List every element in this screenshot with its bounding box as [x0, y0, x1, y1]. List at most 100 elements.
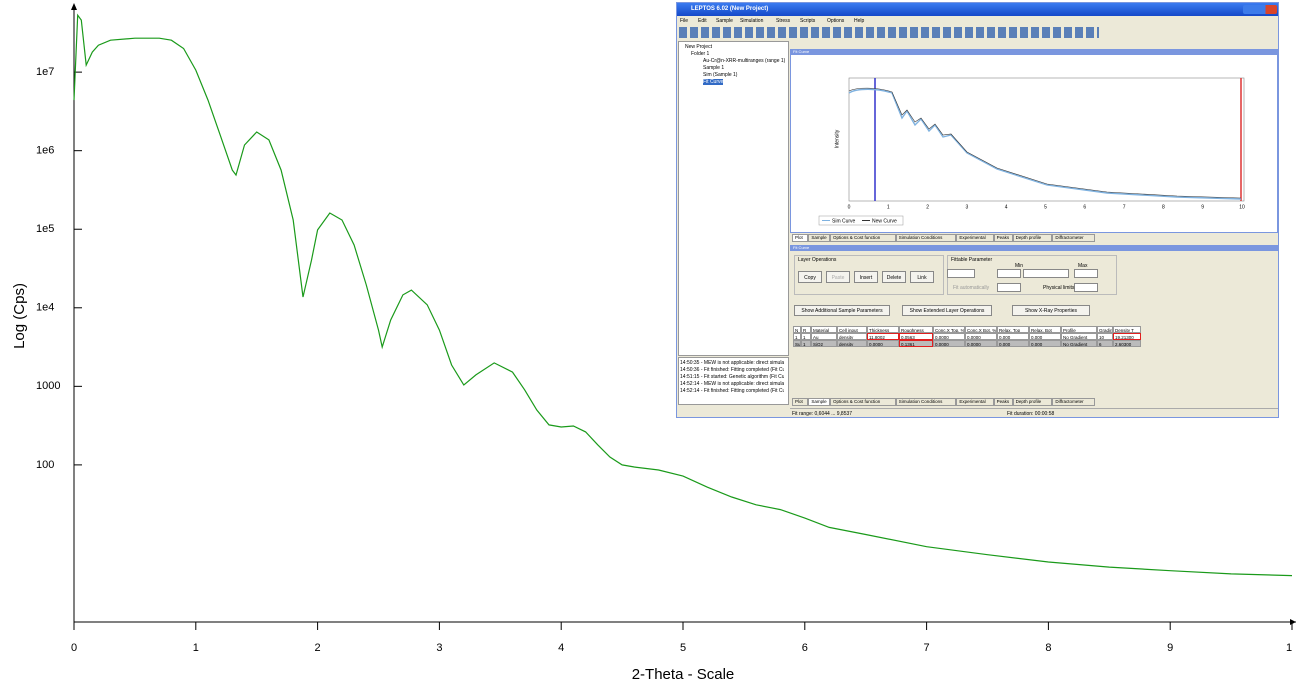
- cell: Au: [811, 333, 837, 340]
- tab[interactable]: Sample: [808, 398, 830, 406]
- checkbox-label: Fit automatically: [953, 285, 989, 291]
- x-tick-label: 4: [558, 642, 564, 654]
- tab[interactable]: Diffractometer: [1052, 398, 1094, 406]
- cell: No Gradient: [1061, 333, 1097, 340]
- button[interactable]: Show Extended Layer Operations: [902, 305, 992, 316]
- cell: Sub: [793, 340, 801, 347]
- status-text: Fit range: 0,6044 ... 9,8537: [792, 411, 852, 417]
- label: Physical limits: [1043, 285, 1074, 291]
- y-tick-label: 100: [36, 459, 54, 471]
- x-tick-label: 0: [71, 642, 77, 654]
- cell: N: [793, 326, 801, 333]
- button[interactable]: Delete: [882, 271, 906, 283]
- cell: Relax. Top: [997, 326, 1029, 333]
- button[interactable]: Copy: [798, 271, 822, 283]
- cell: 1: [801, 340, 811, 347]
- cell: 1: [793, 333, 801, 340]
- plot-y-label: Intensity: [834, 129, 840, 148]
- x-axis-label: 2-Theta - Scale: [632, 666, 735, 683]
- page: Log (Cps) 2-Theta - Scale 10010001e41e51…: [0, 0, 1296, 685]
- cell: 1: [801, 333, 811, 340]
- x-tick-label: 1: [193, 642, 199, 654]
- plot-x-tick-label: 9: [1201, 204, 1204, 210]
- tab[interactable]: Simulation Conditions: [896, 398, 957, 406]
- inner-plot: Intensity012345678910Sim CurveNew Curve: [677, 3, 1279, 418]
- plot-x-tick-label: 10: [1239, 204, 1245, 210]
- cell: 0.1361: [899, 340, 933, 347]
- button[interactable]: Show Additional Sample Parameters: [794, 305, 890, 316]
- plot-x-tick-label: 1: [887, 204, 890, 210]
- cell: 19.21300: [1113, 333, 1141, 340]
- y-tick-label: 1e4: [36, 302, 54, 314]
- x-tick-label: 1: [1286, 642, 1292, 654]
- tab[interactable]: Options & Cost function: [830, 398, 896, 406]
- cell: 2.60300: [1113, 340, 1141, 347]
- button[interactable]: Paste: [826, 271, 850, 283]
- legend-label: New Curve: [872, 218, 897, 224]
- cell: 0.0000: [965, 340, 997, 347]
- cell: 0.000: [997, 340, 1029, 347]
- axis-arrow: [71, 3, 77, 10]
- plot-x-tick-label: 6: [1083, 204, 1086, 210]
- cell: 10: [1097, 333, 1113, 340]
- plot-x-tick-label: 3: [966, 204, 969, 210]
- cell: Conc.X Bot, %: [965, 326, 997, 333]
- cell: Density T: [1113, 326, 1141, 333]
- tab[interactable]: Experimental: [956, 398, 993, 406]
- cell: Thickness: [867, 326, 899, 333]
- cell: 0.000: [997, 333, 1029, 340]
- plot-frame: [849, 78, 1244, 201]
- plot-x-tick-label: 0: [848, 204, 851, 210]
- y-tick-label: 1e6: [36, 145, 54, 157]
- cell: Relax. Bot: [1029, 326, 1061, 333]
- cell: Grading: [1097, 326, 1113, 333]
- cell: SiO2: [811, 340, 837, 347]
- cell: Roughness: [899, 326, 933, 333]
- x-tick-label: 9: [1167, 642, 1173, 654]
- button[interactable]: Insert: [854, 271, 878, 283]
- button[interactable]: Show X-Ray Properties: [1012, 305, 1090, 316]
- cell: Profile: [1061, 326, 1097, 333]
- tab[interactable]: Depth profile: [1013, 398, 1053, 406]
- cell: density: [837, 333, 867, 340]
- x-tick-label: 3: [436, 642, 442, 654]
- group-title: Fittable Parameter: [951, 257, 992, 263]
- input: [947, 269, 975, 278]
- cell: R: [801, 326, 811, 333]
- cell: 0.0000: [933, 340, 965, 347]
- plot-x-tick-label: 8: [1162, 204, 1165, 210]
- cell: Cell input: [837, 326, 867, 333]
- legend-label: Sim Curve: [832, 218, 856, 224]
- input: [1023, 269, 1069, 278]
- tab[interactable]: Peaks: [994, 398, 1013, 406]
- axis-arrow: [1290, 619, 1296, 625]
- y-tick-label: 1e5: [36, 223, 54, 235]
- cell: Material: [811, 326, 837, 333]
- cell: 0.000: [1029, 333, 1061, 340]
- input: [1074, 283, 1098, 292]
- y-axis-label: Log (Cps): [11, 283, 28, 349]
- cell: 0.0000: [965, 333, 997, 340]
- panel-header: Fit Curve: [790, 245, 1278, 251]
- x-tick-label: 2: [315, 642, 321, 654]
- x-tick-label: 5: [680, 642, 686, 654]
- cell: 0.0000: [867, 340, 899, 347]
- cell: 0.0563: [899, 333, 933, 340]
- plot-x-tick-label: 5: [1044, 204, 1047, 210]
- plot-x-tick-label: 7: [1123, 204, 1126, 210]
- x-tick-label: 7: [924, 642, 930, 654]
- input: [997, 269, 1021, 278]
- y-tick-label: 1e7: [36, 66, 54, 78]
- cell: 6: [1097, 340, 1113, 347]
- plot-x-tick-label: 4: [1005, 204, 1008, 210]
- inset-screenshot: LEPTOS 6.02 (New Project)FileEditSampleS…: [676, 2, 1279, 418]
- input: [997, 283, 1021, 292]
- status-text: Fit duration: 00:00:58: [1007, 411, 1054, 417]
- cell: No Gradient: [1061, 340, 1097, 347]
- x-tick-label: 8: [1045, 642, 1051, 654]
- x-tick-label: 6: [802, 642, 808, 654]
- tab[interactable]: Plot: [792, 398, 808, 406]
- cell: density: [837, 340, 867, 347]
- button[interactable]: Link: [910, 271, 934, 283]
- cell: Conc.X Top, %: [933, 326, 965, 333]
